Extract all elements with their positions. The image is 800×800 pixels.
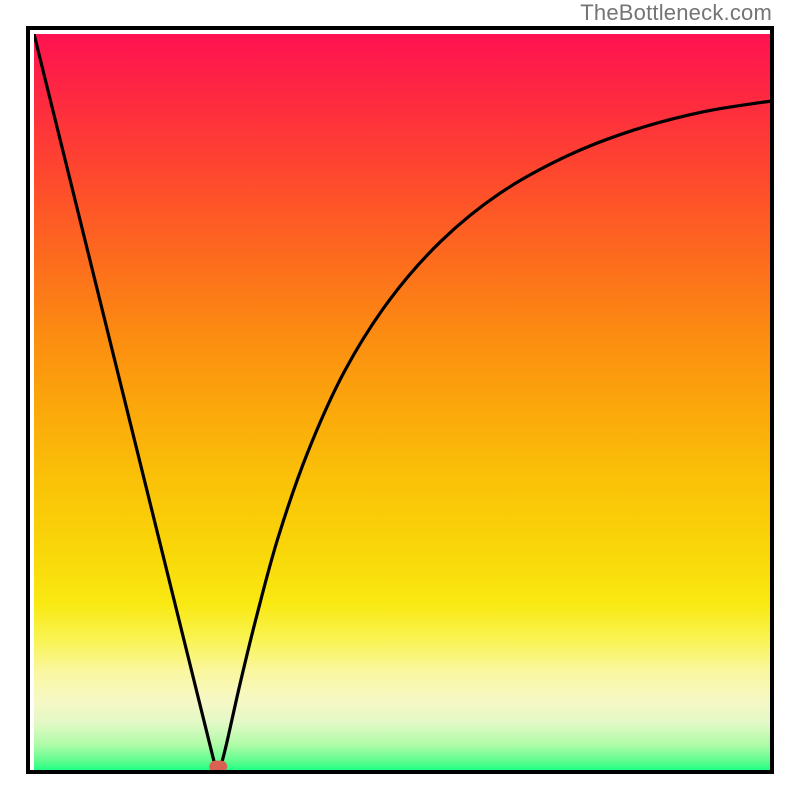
plot-area <box>26 26 774 774</box>
optimal-point-marker <box>209 761 227 773</box>
plot-svg <box>34 34 774 774</box>
watermark-text: TheBottleneck.com <box>580 0 772 26</box>
gradient-background <box>34 34 774 774</box>
chart-frame: TheBottleneck.com <box>0 0 800 800</box>
